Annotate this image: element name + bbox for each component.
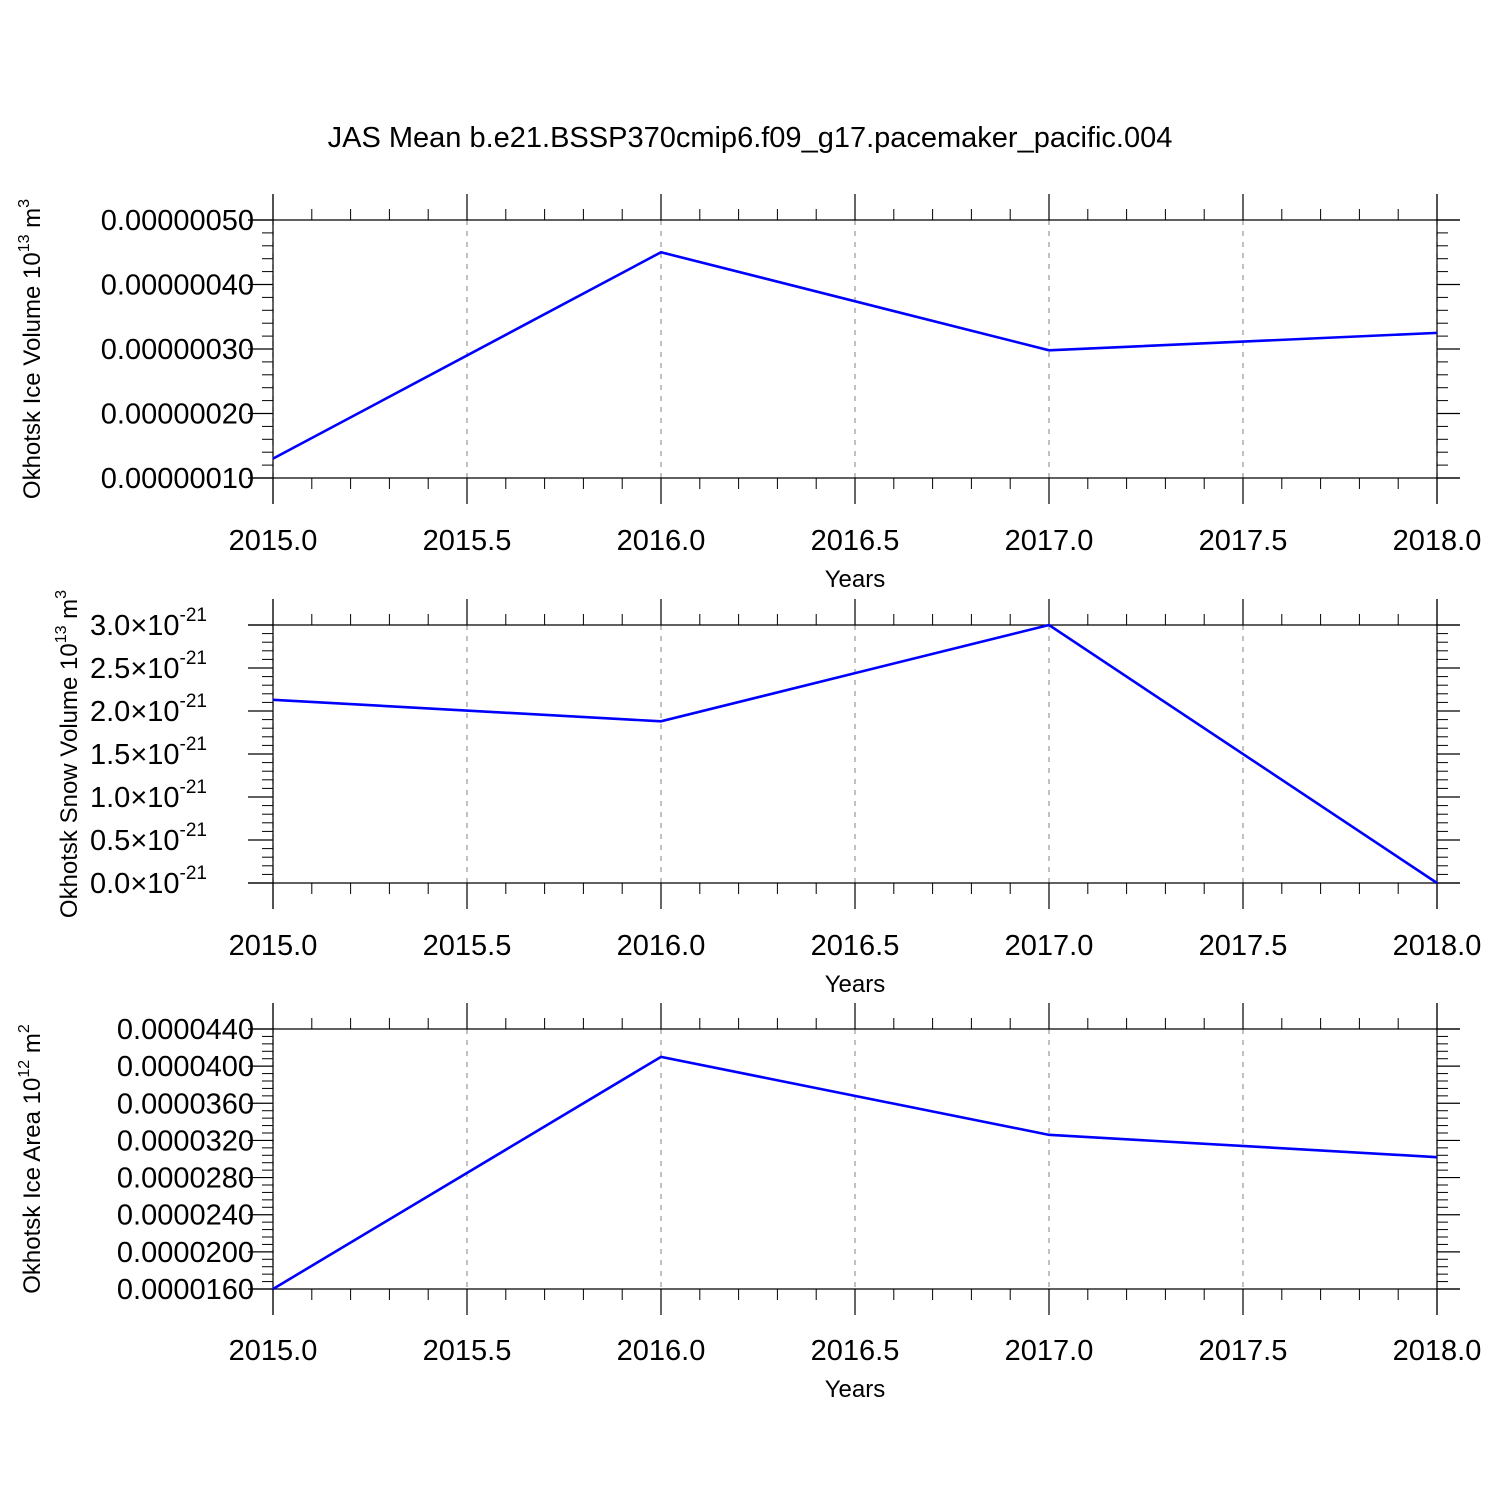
y-tick-label: 0.00000050 [101,205,254,237]
y-tick-label: 2.0×10-21 [90,691,207,728]
y-tick-label: 1.0×10-21 [90,777,207,814]
x-tick-label: 2017.5 [1199,525,1288,557]
x-tick-label: 2016.5 [811,525,900,557]
x-tick-label: 2017.0 [1005,1335,1094,1367]
x-tick-label: 2016.5 [811,930,900,962]
y-axis-title: Okhotsk Snow Volume 1013 m3 [53,590,83,918]
y-tick-label: 3.0×10-21 [90,605,207,642]
x-tick-label: 2015.5 [423,525,512,557]
x-tick-label: 2015.0 [229,930,318,962]
x-axis-title: Years [825,971,886,998]
y-tick-label: 0.0000200 [117,1237,254,1269]
x-tick-label: 2016.5 [811,1335,900,1367]
panel-1: 2015.0 2015.5 2016.0 2016.5 2017.0 2017.5 2018… [16,194,1481,593]
x-tick-label: 2016.0 [617,525,706,557]
figure-title: JAS Mean b.e21.BSSP370cmip6.f09_g17.pace… [328,122,1173,154]
y-tick-label: 1.5×10-21 [90,734,207,771]
x-tick-label: 2018.0 [1393,930,1482,962]
y-axis-title: Okhotsk Ice Volume 1013 m3 [16,199,46,499]
x-tick-label: 2017.0 [1005,930,1094,962]
x-tick-label: 2016.0 [617,930,706,962]
panels: 2015.0 2015.5 2016.0 2016.5 2017.0 2017.5 2018… [16,194,1481,1403]
x-tick-label: 2017.5 [1199,1335,1288,1367]
y-tick-label: 0.0000360 [117,1088,254,1120]
y-tick-label: 0.0000160 [117,1274,254,1306]
panel-3: 2015.0 2015.5 2016.0 2016.5 2017.0 2017.5 2018… [16,1003,1481,1403]
x-tick-label: 2018.0 [1393,525,1482,557]
panel-2: 2015.0 2015.5 2016.0 2016.5 2017.0 2017.5 2018… [53,590,1481,998]
series-line [272,1055,1438,1291]
x-tick-label: 2015.0 [229,525,318,557]
x-tick-label: 2015.5 [423,1335,512,1367]
x-tick-label: 2017.5 [1199,930,1288,962]
y-tick-label: 0.0000440 [117,1014,254,1046]
y-tick-label: 0.00000010 [101,463,254,495]
y-axis-title: Okhotsk Ice Area 1012 m2 [16,1024,46,1294]
y-tick-label: 0.00000040 [101,270,254,302]
y-tick-label: 0.5×10-21 [90,820,207,857]
y-tick-label: 0.0000320 [117,1125,254,1157]
x-axis-title: Years [825,1376,886,1403]
x-tick-label: 2015.0 [229,1335,318,1367]
y-tick-label: 0.0×10-21 [90,863,207,900]
x-axis-title: Years [825,566,886,593]
y-tick-label: 0.0000240 [117,1200,254,1232]
series-line [272,623,1438,885]
y-tick-label: 0.00000030 [101,334,254,366]
x-tick-label: 2016.0 [617,1335,706,1367]
x-tick-label: 2015.5 [423,930,512,962]
y-tick-label: 0.0000280 [117,1163,254,1195]
x-tick-label: 2018.0 [1393,1335,1482,1367]
y-tick-label: 0.00000020 [101,399,254,431]
series-line [272,250,1438,460]
y-tick-label: 2.5×10-21 [90,648,207,685]
y-tick-label: 0.0000400 [117,1051,254,1083]
x-tick-label: 2017.0 [1005,525,1094,557]
